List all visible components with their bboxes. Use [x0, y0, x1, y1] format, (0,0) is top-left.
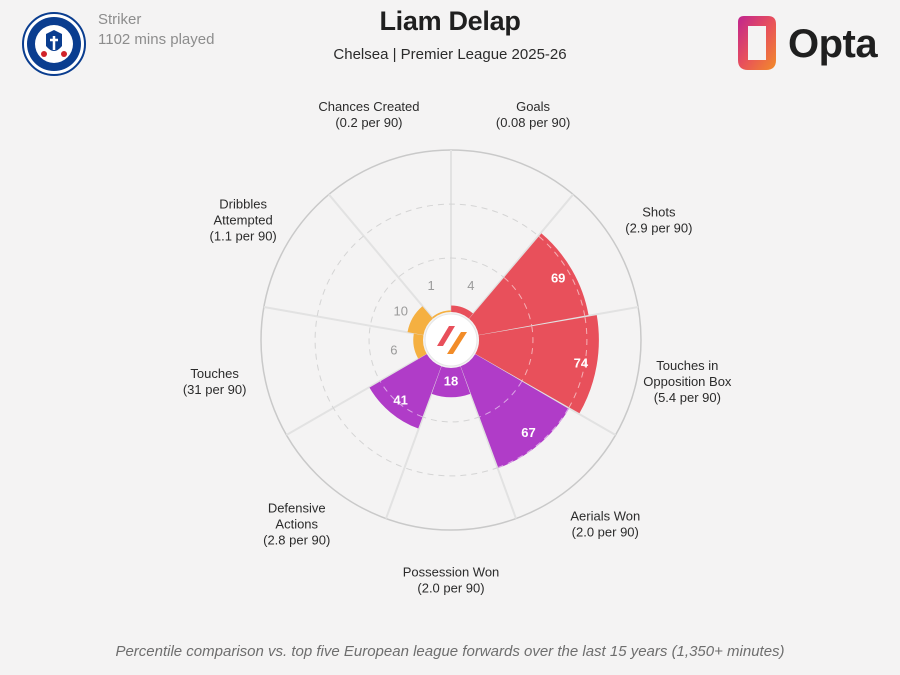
per90-value: (2.0 per 90): [572, 524, 639, 539]
bar-grid-arc: [568, 317, 588, 408]
per90-value: (0.08 per 90): [496, 115, 570, 130]
category-name: Shots: [642, 205, 676, 220]
chelsea-crest-icon: [22, 12, 86, 76]
category-name: Opposition Box: [643, 374, 732, 389]
spoke-line: [478, 306, 639, 337]
category-name: Attempted: [214, 213, 273, 228]
player-position: Striker: [98, 11, 142, 28]
spoke-line: [468, 193, 574, 320]
opta-mark-icon: [738, 16, 776, 70]
spoke-line: [474, 353, 617, 436]
per90-value: (31 per 90): [183, 382, 247, 397]
category-label-defensive-actions: Defensive Actions (2.8 per 90): [263, 500, 330, 547]
category-label-touches-in-opposition-box: Touches in Opposition Box (5.4 per 90): [643, 358, 732, 405]
opta-logo: Opta: [726, 10, 886, 76]
category-name: Touches: [190, 366, 239, 381]
bar-grid-arc: [479, 381, 523, 418]
page-title: Liam Delap: [379, 6, 521, 36]
bar-grid-arc: [521, 326, 534, 381]
category-name: Possession Won: [403, 565, 500, 580]
bar-possession-won: [431, 366, 471, 398]
category-name: Aerials Won: [570, 508, 640, 523]
category-label-chances-created: Chances Created (0.2 per 90): [318, 99, 419, 130]
minutes-played: 1102 mins played: [98, 31, 215, 48]
center-disc: [424, 313, 478, 367]
bar-shots: [469, 233, 589, 335]
data-label-aerials-won: 67: [521, 425, 535, 440]
category-label-possession-won: Possession Won (2.0 per 90): [403, 565, 500, 596]
spoke-line: [328, 193, 434, 320]
center-logo-stroke-1: [437, 326, 455, 346]
category-label-dribbles-attempted: Dribbles Attempted (1.1 per 90): [210, 197, 277, 244]
data-label-touches: 6: [390, 343, 397, 358]
per90-value: (2.9 per 90): [625, 221, 692, 236]
header: Striker 1102 mins played Liam Delap Chel…: [0, 0, 900, 80]
category-label-shots: Shots (2.9 per 90): [625, 205, 692, 236]
category-name: Chances Created: [318, 99, 419, 114]
footnote: Percentile comparison vs. top five Europ…: [115, 643, 785, 660]
bar-grid-arc: [379, 381, 423, 418]
per90-value: (2.0 per 90): [417, 581, 484, 596]
bar-grid-arc: [503, 277, 533, 326]
data-label-defensive-actions: 41: [393, 393, 407, 408]
per90-value: (5.4 per 90): [654, 390, 721, 405]
bar-grid-arc: [497, 408, 569, 468]
center-logo-stroke-2: [447, 332, 467, 354]
category-label-goals: Goals (0.08 per 90): [496, 99, 570, 130]
category-label-touches: Touches (31 per 90): [183, 366, 247, 397]
data-label-shots: 69: [551, 271, 565, 286]
player-meta: Striker 1102 mins played: [98, 10, 214, 50]
spoke-line: [459, 365, 517, 519]
category-name: Actions: [275, 516, 318, 531]
category-label-aerials-won: Aerials Won (2.0 per 90): [570, 508, 640, 539]
data-label-touches-in-opposition-box: 74: [574, 355, 589, 370]
page-subtitle: Chelsea | Premier League 2025-26: [333, 46, 567, 63]
per90-value: (0.2 per 90): [335, 115, 402, 130]
brand-name: Opta: [788, 22, 878, 66]
category-name: Goals: [516, 99, 550, 114]
bar-chances-created: [432, 310, 451, 319]
category-name: Touches in: [656, 358, 718, 373]
bar-touches: [413, 333, 427, 359]
bar-goals: [451, 305, 474, 319]
spoke-line: [385, 365, 443, 519]
spoke-line: [285, 353, 428, 436]
bar-dribbles-attempted: [407, 306, 433, 335]
bar-grid-arc: [538, 235, 586, 316]
data-label-goals: 4: [467, 278, 474, 293]
data-label-chances-created: 1: [428, 278, 435, 293]
bar-aerials-won: [460, 354, 569, 469]
bar-touches-in-opposition-box: [475, 315, 599, 414]
spoke-line: [263, 306, 424, 337]
data-label-dribbles-attempted: 10: [394, 304, 408, 319]
category-name: Dribbles: [219, 197, 267, 212]
data-label-possession-won: 18: [444, 374, 458, 389]
per90-value: (1.1 per 90): [210, 229, 277, 244]
bar-defensive-actions: [369, 354, 442, 429]
category-name: Defensive: [268, 500, 326, 515]
per90-value: (2.8 per 90): [263, 532, 330, 547]
